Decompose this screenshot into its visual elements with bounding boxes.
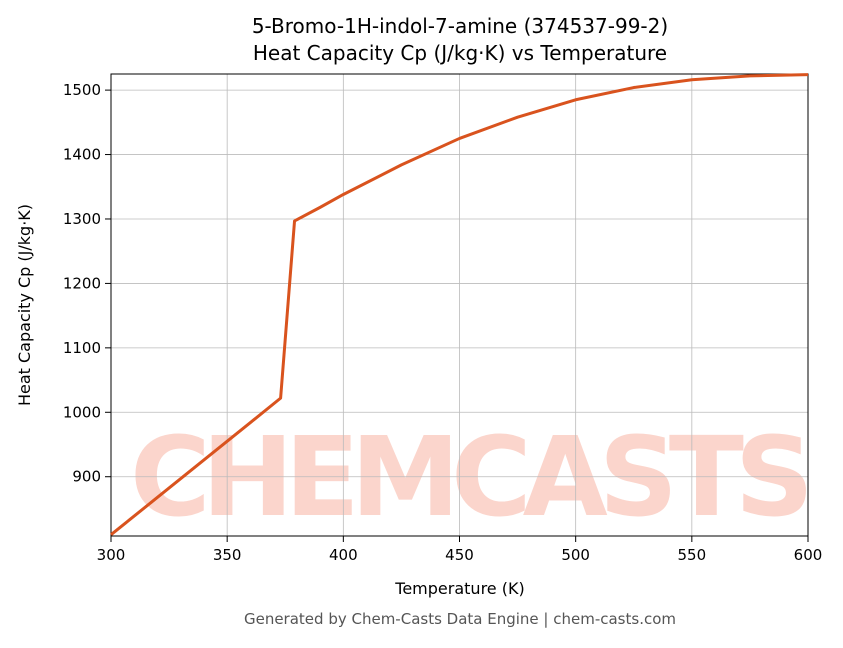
y-tick-label: 1000 bbox=[63, 403, 101, 421]
y-tick-label: 1400 bbox=[63, 146, 101, 164]
x-tick-label: 350 bbox=[213, 546, 242, 564]
x-tick-label: 300 bbox=[97, 546, 126, 564]
footer: Generated by Chem-Casts Data Engine | ch… bbox=[244, 610, 676, 628]
x-tick-label: 550 bbox=[678, 546, 707, 564]
x-axis-label: Temperature (K) bbox=[394, 579, 524, 598]
x-tick-label: 600 bbox=[794, 546, 823, 564]
x-tick-label: 500 bbox=[561, 546, 590, 564]
plot-frame bbox=[110, 73, 809, 537]
y-tick-label: 1300 bbox=[63, 210, 101, 228]
line bbox=[110, 73, 809, 536]
y-tick-label: 900 bbox=[72, 468, 101, 486]
x-tick-label: 400 bbox=[329, 546, 358, 564]
y-tick-label: 1100 bbox=[63, 339, 101, 357]
chart-subtitle: Heat Capacity Cp (J/kg·K) vs Temperature bbox=[253, 41, 667, 65]
y-tick-label: 1200 bbox=[63, 274, 101, 292]
y-axis-label: Heat Capacity Cp (J/kg·K) bbox=[15, 204, 34, 406]
chart-title: 5-Bromo-1H-indol-7-amine (374537-99-2) bbox=[252, 14, 668, 38]
x-tick-label: 450 bbox=[445, 546, 474, 564]
y-tick-label: 1500 bbox=[63, 81, 101, 99]
